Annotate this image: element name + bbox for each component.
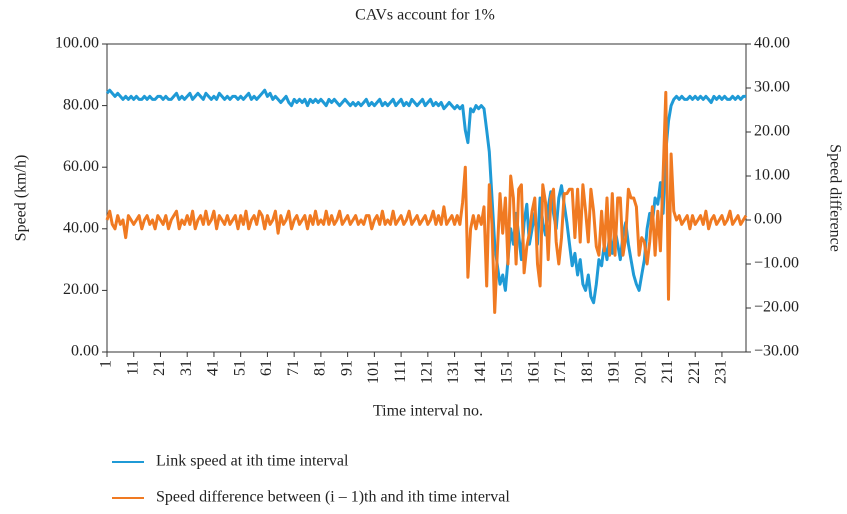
y2-tick-label: 10.00 <box>754 167 790 184</box>
x-tick-label: 131 <box>445 360 462 384</box>
x-tick-label: 121 <box>419 360 436 384</box>
y2-tick-label: −10.00 <box>754 255 799 272</box>
x-tick-label: 111 <box>392 360 409 383</box>
y2-tick-label: −30.00 <box>754 343 799 360</box>
x-tick-label: 61 <box>258 360 275 376</box>
y-tick-label: 20.00 <box>63 281 99 298</box>
x-tick-label: 71 <box>285 360 302 376</box>
x-tick-label: 191 <box>606 360 623 384</box>
y2-axis-label: Speed difference <box>826 144 843 252</box>
x-tick-label: 231 <box>713 360 730 384</box>
x-tick-label: 91 <box>338 360 355 376</box>
y2-tick-label: 20.00 <box>754 123 790 140</box>
x-tick-label: 181 <box>579 360 596 384</box>
x-tick-label: 141 <box>472 360 489 384</box>
x-tick-label: 101 <box>365 360 382 384</box>
y2-tick-label: −20.00 <box>754 299 799 316</box>
y-tick-label: 60.00 <box>63 158 99 175</box>
x-tick-label: 201 <box>632 360 649 384</box>
y-tick-label: 0.00 <box>71 343 99 360</box>
y2-tick-label: 40.00 <box>754 35 790 52</box>
x-tick-label: 151 <box>499 360 516 384</box>
series-line <box>105 90 748 314</box>
legend-label: Speed difference between (i – 1)th and i… <box>156 489 510 506</box>
series-line <box>105 88 746 305</box>
y2-tick-label: 30.00 <box>754 79 790 96</box>
y2-tick-label: 0.00 <box>754 211 782 228</box>
x-tick-label: 11 <box>124 360 141 375</box>
x-tick-label: 171 <box>552 360 569 384</box>
y-tick-label: 40.00 <box>63 219 99 236</box>
x-tick-label: 41 <box>205 360 222 376</box>
plot-frame <box>106 43 747 353</box>
x-axis-label: Time interval no. <box>373 403 483 420</box>
y-tick-label: 100.00 <box>55 35 99 52</box>
x-tick-label: 211 <box>659 360 676 383</box>
x-tick-label: 51 <box>231 360 248 376</box>
x-tick-label: 161 <box>525 360 542 384</box>
x-tick-label: 1 <box>98 360 115 368</box>
y-axis-label: Speed (km/h) <box>13 155 30 242</box>
x-tick-label: 31 <box>178 360 195 376</box>
x-tick-label: 81 <box>312 360 329 376</box>
chart-title: CAVs account for 1% <box>355 7 495 24</box>
y-tick-label: 80.00 <box>63 96 99 113</box>
x-tick-label: 221 <box>686 360 703 384</box>
legend-label: Link speed at ith time interval <box>156 453 349 470</box>
x-tick-label: 21 <box>151 360 168 376</box>
